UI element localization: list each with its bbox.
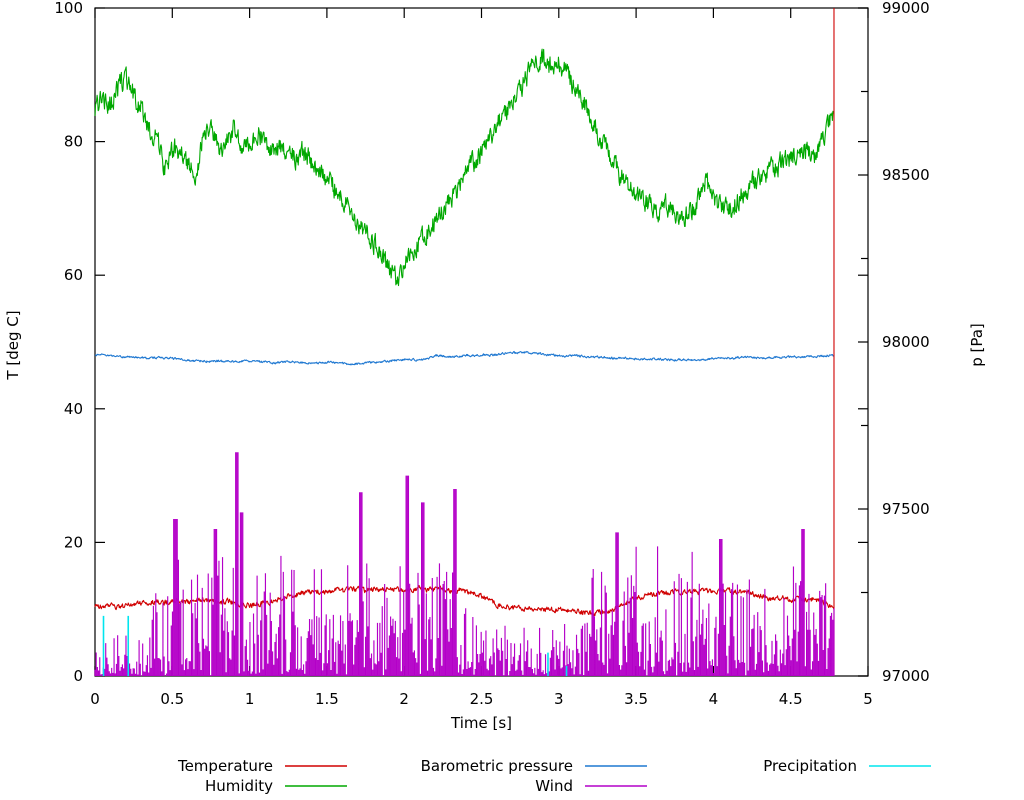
y2-axis-tick-label: 97500 (882, 500, 930, 518)
y-axis-tick-label: 0 (73, 667, 83, 685)
x-axis-label: Time [s] (450, 714, 512, 732)
x-axis-tick-label: 4.5 (779, 690, 803, 708)
legend-label-precipitation: Precipitation (763, 757, 857, 775)
x-axis-tick-label: 1 (245, 690, 255, 708)
legend-label-temperature: Temperature (177, 757, 273, 775)
x-axis-tick-label: 2.5 (470, 690, 494, 708)
series-line-humidity (94, 48, 835, 287)
chart-legend: Temperature Barometric pressure Precipitat… (177, 757, 931, 795)
x-axis-tick-label: 3.5 (624, 690, 648, 708)
y-axis-tick-label: 40 (64, 400, 83, 418)
legend-label-barometric-pressure: Barometric pressure (421, 757, 573, 775)
y2-axis-tick-label: 98000 (882, 333, 930, 351)
series-layer (94, 8, 835, 676)
y-axis-tick-label: 100 (54, 0, 83, 17)
y-axis-tick-label: 80 (64, 133, 83, 151)
x-axis-tick-label: 3 (554, 690, 564, 708)
y-axis-tick-label: 20 (64, 533, 83, 551)
x-axis-tick-label: 0 (90, 690, 100, 708)
series-line-barometric-pressure (94, 350, 835, 366)
y-axis-right: 97000 97500 98000 98500 99000 (858, 0, 930, 685)
y-axis-left: 0 20 40 60 80 100 (54, 0, 868, 685)
legend-label-wind: Wind (535, 777, 573, 795)
y-axis-left-label: T [deg C] (4, 310, 22, 380)
x-axis-tick-label: 5 (863, 690, 873, 708)
legend-label-humidity: Humidity (205, 777, 273, 795)
y2-axis-tick-label: 99000 (882, 0, 930, 17)
series-impulses-wind (94, 452, 835, 676)
x-axis-tick-label: 0.5 (160, 690, 184, 708)
y2-axis-tick-label: 97000 (882, 667, 930, 685)
x-axis-tick-label: 1.5 (315, 690, 339, 708)
wind-impulse-path (94, 452, 835, 676)
x-axis-tick-label: 4 (709, 690, 719, 708)
x-axis-tick-label: 2 (399, 690, 409, 708)
y2-axis-tick-label: 98500 (882, 166, 930, 184)
y-axis-tick-label: 60 (64, 266, 83, 284)
y-axis-right-label: p [Pa] (968, 323, 986, 367)
series-impulses-precipitation (102, 615, 568, 676)
